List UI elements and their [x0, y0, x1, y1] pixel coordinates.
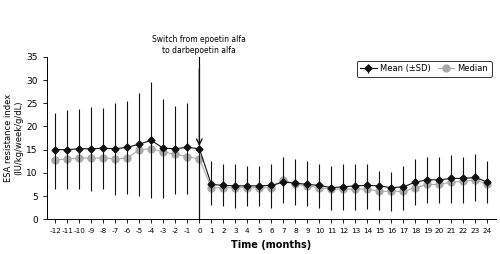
Median: [184, 155, 190, 158]
Median: [88, 156, 94, 160]
Median: [328, 187, 334, 190]
Median: [208, 186, 214, 189]
Median: [64, 157, 70, 161]
Median: [244, 186, 250, 189]
Median: [256, 186, 262, 189]
Median: [112, 157, 118, 161]
Median: [388, 190, 394, 193]
Median: [196, 157, 202, 161]
Median: [148, 147, 154, 150]
Median: [172, 153, 178, 156]
Median: [364, 187, 370, 190]
Median: [340, 187, 346, 190]
Median: [52, 158, 59, 161]
Y-axis label: ESA resistance index
(IU/kg/week/g/dL): ESA resistance index (IU/kg/week/g/dL): [4, 94, 24, 182]
Text: Switch from epoetin alfa
to darbepoetin alfa: Switch from epoetin alfa to darbepoetin …: [152, 35, 246, 55]
Median: [220, 186, 226, 189]
Median: [76, 156, 82, 160]
Median: [268, 186, 274, 189]
Median: [436, 183, 442, 186]
Median: [304, 184, 310, 187]
Line: Median: Median: [52, 145, 491, 195]
X-axis label: Time (months): Time (months): [231, 240, 312, 250]
Median: [232, 186, 238, 189]
Median: [136, 148, 142, 151]
Median: [316, 186, 322, 189]
Median: [352, 187, 358, 190]
Median: [292, 183, 298, 186]
Median: [484, 183, 490, 186]
Median: [376, 190, 382, 193]
Median: [460, 180, 466, 183]
Median: [424, 183, 430, 186]
Median: [412, 186, 418, 189]
Median: [124, 156, 130, 160]
Legend: Mean (±SD), Median: Mean (±SD), Median: [357, 61, 492, 77]
Median: [448, 181, 454, 184]
Median: [160, 150, 166, 153]
Median: [100, 156, 106, 160]
Median: [400, 190, 406, 193]
Median: [280, 178, 286, 181]
Median: [472, 178, 478, 181]
